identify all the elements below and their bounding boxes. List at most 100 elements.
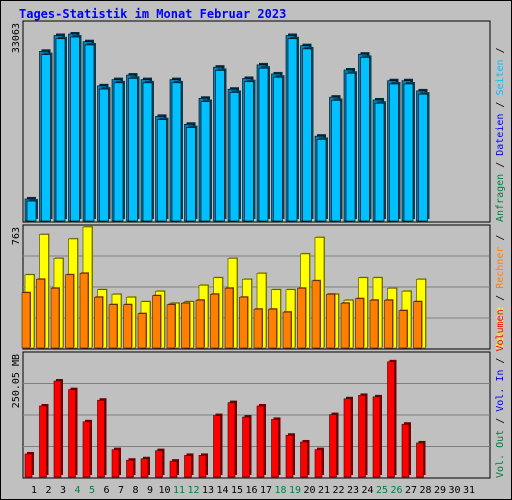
x-axis-day-label: 30 — [448, 485, 460, 496]
x-axis-day-label: 16 — [245, 485, 257, 496]
legend-label: / — [495, 289, 506, 307]
bar-seiten — [389, 81, 401, 222]
bar-volumen — [242, 416, 250, 478]
x-axis-day-label: 1 — [31, 485, 37, 496]
bar-rechner — [369, 299, 379, 349]
bar-face — [244, 81, 254, 222]
bar-face — [374, 102, 385, 222]
bar-volumen — [169, 460, 178, 478]
bar-volumen — [213, 415, 221, 478]
bar-seiten — [345, 71, 357, 222]
bar-seiten — [316, 137, 328, 222]
x-axis-day-label: 6 — [103, 485, 109, 496]
bar-rechner — [282, 311, 292, 349]
bar-face — [302, 48, 312, 222]
bar-volumen — [416, 442, 424, 478]
bar-volumen — [111, 449, 120, 478]
bar-seiten — [244, 79, 256, 222]
bar-seiten — [55, 36, 67, 222]
bar-seiten — [84, 42, 96, 222]
bar-volumen — [155, 450, 163, 478]
bar-face — [258, 67, 269, 222]
y-axis-max-label: 33063 — [11, 23, 22, 53]
x-axis-day-label: 4 — [74, 485, 80, 496]
x-axis-day-label: 29 — [434, 485, 446, 496]
bar-volumen — [198, 455, 207, 478]
bar-rechner — [384, 299, 393, 349]
legend-label: / — [495, 352, 506, 370]
bar-seiten — [128, 76, 140, 222]
bar-rechner — [181, 302, 190, 349]
legend-label: / — [495, 96, 506, 114]
bar-seiten — [331, 98, 343, 222]
bar-rechner — [50, 287, 60, 349]
bar-face — [345, 72, 356, 222]
x-axis-day-label: 14 — [216, 485, 228, 496]
legend-label: / — [495, 47, 506, 59]
bar-seiten — [113, 80, 125, 222]
x-axis-day-label: 25 — [376, 485, 388, 496]
bar-volumen — [184, 455, 192, 478]
bar-face — [403, 83, 414, 222]
bar-rechner — [166, 304, 176, 349]
bar-seiten — [142, 80, 154, 222]
bar-face — [287, 38, 298, 222]
bar-rechner — [239, 296, 248, 349]
bar-rechner — [137, 313, 147, 349]
x-axis-day-label: 5 — [89, 485, 95, 496]
bar-rechner — [355, 298, 364, 349]
x-axis-day-label: 21 — [318, 485, 330, 496]
chart-title: Tages-Statistik im Monat Februar 2023 — [19, 7, 287, 21]
bar-volumen — [329, 414, 337, 478]
bar-face — [128, 78, 138, 222]
x-axis-day-label: 22 — [332, 485, 344, 496]
bar-rechner — [123, 304, 132, 349]
bar-seiten — [99, 87, 111, 222]
bar-seiten — [374, 101, 386, 222]
bar-rechner — [94, 296, 103, 349]
bar-rechner — [108, 304, 118, 349]
legend-bottom: Vol. Out / Vol. In / Volumen — [495, 309, 506, 478]
bar-face — [389, 83, 399, 222]
x-axis-day-label: 17 — [260, 485, 272, 496]
x-axis-day-label: 8 — [132, 485, 138, 496]
bar-rechner — [65, 274, 74, 349]
x-axis-day-label: 15 — [231, 485, 243, 496]
bar-face — [273, 76, 283, 222]
x-axis-day-label: 3 — [60, 485, 66, 496]
legend-label: / — [495, 156, 506, 174]
bar-face — [26, 200, 37, 222]
x-axis-day-label: 28 — [419, 485, 431, 496]
x-axis-day-label: 20 — [303, 485, 315, 496]
bar-volumen — [387, 361, 395, 478]
bar-rechner — [152, 295, 161, 349]
bar-face — [200, 101, 211, 222]
bar-face — [55, 38, 66, 222]
bar-rechner — [195, 299, 205, 349]
bar-volumen — [314, 449, 323, 478]
legend-middle: Besuche / Rechner / — [495, 235, 506, 349]
bar-volumen — [401, 423, 410, 478]
bar-seiten — [70, 35, 82, 222]
x-axis-day-label: 27 — [405, 485, 417, 496]
bar-seiten — [200, 99, 212, 222]
bar-rechner — [311, 280, 321, 349]
legend-top: Anfragen / Dateien / Seiten / — [495, 47, 506, 222]
bar-rechner — [224, 287, 234, 349]
bar-volumen — [53, 380, 62, 478]
x-axis-day-label: 13 — [202, 485, 214, 496]
bar-volumen — [97, 399, 105, 478]
bar-face — [171, 82, 182, 222]
x-axis-day-label: 19 — [289, 485, 301, 496]
legend-label: Rechner — [495, 247, 506, 289]
bar-face — [157, 119, 167, 222]
bar-volumen — [24, 453, 33, 478]
x-axis-day-label: 11 — [173, 485, 185, 496]
bar-face — [360, 57, 370, 222]
x-axis-day-label: 23 — [347, 485, 359, 496]
bar-seiten — [258, 66, 270, 222]
bar-rechner — [21, 292, 31, 349]
legend-label: / — [495, 235, 506, 247]
y-axis-max-label: 763 — [11, 227, 22, 245]
